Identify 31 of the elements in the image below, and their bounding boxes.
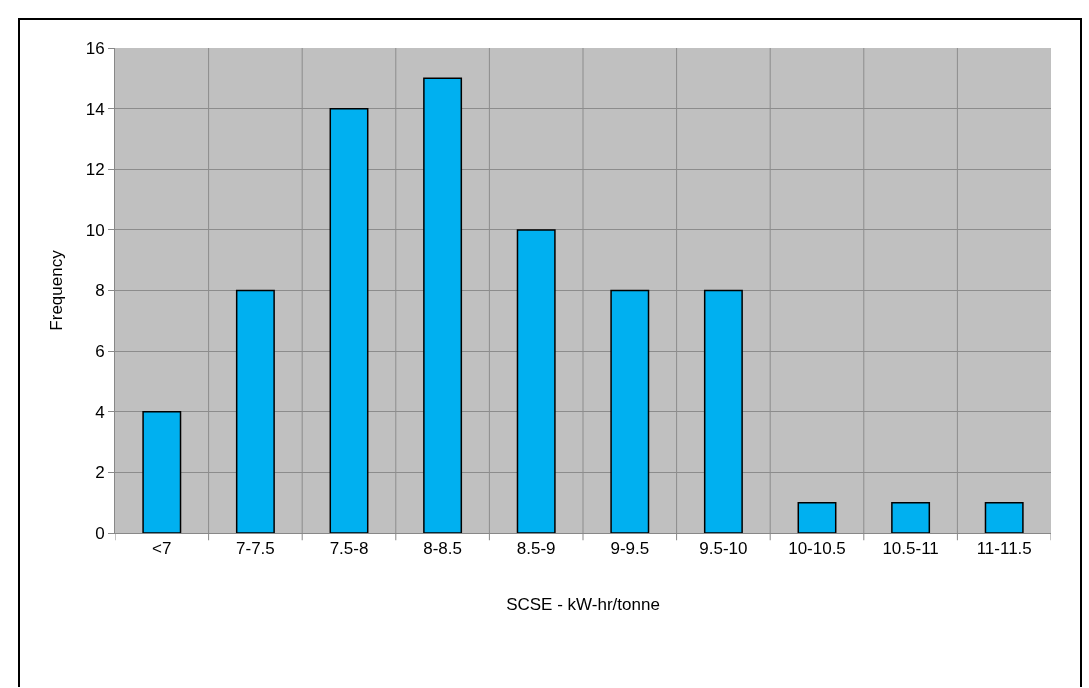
x-tick-label: 7-7.5 — [236, 539, 275, 559]
x-tick-label: 9.5-10 — [699, 539, 748, 559]
y-tick-label: 10 — [85, 220, 105, 240]
bar — [797, 501, 837, 533]
bar — [235, 289, 275, 533]
y-tick-label: 2 — [95, 463, 105, 483]
bar — [703, 289, 743, 533]
x-tick-label: 9-9.5 — [610, 539, 650, 559]
y-tick-label: 14 — [85, 99, 105, 119]
y-tick-label: 16 — [85, 38, 105, 58]
x-tick-label: 7.5-8 — [329, 539, 369, 559]
x-tick-label: 8-8.5 — [423, 539, 462, 559]
y-tick-label: 8 — [95, 281, 105, 301]
y-tick-label: 6 — [95, 342, 105, 362]
x-tick-label: <7 — [152, 539, 172, 559]
y-tick-label: 0 — [95, 523, 105, 543]
y-tick-label: 4 — [95, 402, 105, 422]
x-tick-label: 8.5-9 — [516, 539, 556, 559]
bar — [329, 107, 369, 533]
y-tick-label: 12 — [85, 160, 105, 180]
bar — [610, 289, 650, 533]
x-tick-label: 10.5-11 — [882, 539, 939, 559]
x-tick-label: 11-11.5 — [976, 539, 1032, 559]
bar — [423, 77, 463, 533]
bar — [142, 411, 182, 533]
bar — [891, 501, 931, 533]
x-axis-title: SCSE - kW-hr/tonne — [506, 594, 660, 614]
x-tick-label: 10-10.5 — [788, 539, 846, 559]
y-axis-title: Frequency — [47, 249, 67, 331]
bar — [516, 229, 556, 533]
bar — [984, 501, 1024, 533]
